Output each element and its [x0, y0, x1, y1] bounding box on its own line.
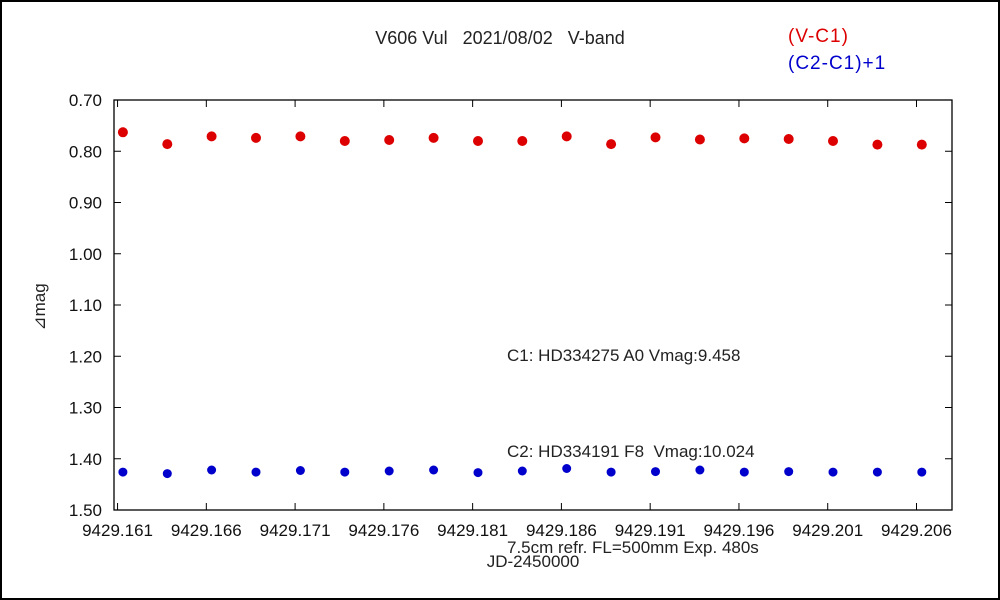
data-point-series-0 [694, 134, 705, 145]
x-tick-label: 9429.186 [526, 521, 597, 540]
data-point-series-1 [872, 467, 882, 477]
data-point-series-0 [251, 132, 261, 143]
data-point-series-1 [295, 466, 305, 475]
data-point-series-0 [517, 136, 528, 146]
data-point-series-0 [561, 131, 572, 142]
x-tick-label: 9429.166 [171, 521, 242, 540]
y-tick-label: 1.30 [69, 399, 102, 418]
data-point-series-1 [207, 465, 217, 475]
data-point-series-0 [828, 136, 838, 146]
legend-series-c2-c1: (C2-C1)+1 [788, 53, 887, 74]
data-point-series-1 [606, 467, 616, 477]
data-point-series-1 [651, 467, 660, 477]
data-point-series-0 [117, 127, 128, 138]
data-point-series-1 [828, 467, 838, 477]
x-tick-label: 9429.201 [792, 521, 863, 540]
legend-series-v-c1: (V-C1) [788, 26, 849, 47]
data-point-series-1 [784, 467, 794, 477]
y-tick-label: 0.80 [69, 142, 102, 161]
data-point-series-1 [517, 466, 527, 476]
x-tick-label: 9429.171 [260, 521, 331, 540]
x-tick-label: 9429.206 [881, 521, 952, 540]
x-tick-label: 9429.161 [82, 521, 153, 540]
data-point-series-1 [429, 465, 439, 475]
note-telescope-exposure: 7.5cm refr. FL=500mm Exp. 480s [507, 538, 759, 557]
data-point-series-0 [739, 133, 750, 144]
data-point-series-1 [251, 467, 261, 477]
data-point-series-0 [384, 135, 395, 145]
data-point-series-0 [783, 134, 794, 144]
data-point-series-1 [695, 465, 705, 475]
data-point-series-0 [650, 132, 661, 143]
data-point-series-0 [916, 139, 927, 150]
data-point-series-1 [562, 464, 572, 473]
data-point-series-0 [339, 136, 350, 146]
data-point-series-1 [340, 467, 350, 477]
data-point-series-0 [295, 131, 306, 142]
data-point-series-1 [384, 466, 394, 476]
observation-notes: C1: HD334275 A0 Vmag:9.458 C2: HD334191 … [507, 276, 759, 598]
data-point-series-0 [428, 132, 439, 143]
data-point-series-1 [118, 467, 128, 477]
data-point-series-1 [917, 467, 927, 477]
data-point-series-0 [606, 139, 617, 150]
x-axis-label: JD-2450000 [486, 552, 580, 571]
note-comparison-star-2: C2: HD334191 F8 Vmag:10.024 [507, 442, 755, 461]
chart-title: V606 Vul 2021/08/02 V-band [375, 28, 625, 48]
data-point-series-1 [739, 467, 749, 477]
y-tick-label: 1.00 [69, 245, 102, 264]
y-tick-label: 1.20 [69, 347, 102, 366]
x-tick-label: 9429.181 [437, 521, 508, 540]
data-point-series-1 [162, 469, 172, 479]
x-tick-label: 9429.196 [703, 521, 774, 540]
data-point-series-0 [206, 131, 217, 142]
y-tick-label: 0.70 [69, 91, 102, 110]
plot-border [113, 99, 953, 511]
data-point-series-0 [473, 136, 483, 146]
data-point-series-1 [473, 468, 483, 478]
note-comparison-star-1: C1: HD334275 A0 Vmag:9.458 [507, 346, 741, 365]
y-tick-label: 1.10 [69, 296, 102, 315]
data-point-series-0 [162, 139, 173, 150]
y-tick-label: 1.50 [69, 501, 102, 520]
x-tick-label: 9429.191 [615, 521, 686, 540]
data-point-series-0 [872, 139, 883, 150]
y-tick-label: 0.90 [69, 194, 102, 213]
x-tick-label: 9429.176 [348, 521, 419, 540]
y-tick-label: 1.40 [69, 450, 102, 469]
